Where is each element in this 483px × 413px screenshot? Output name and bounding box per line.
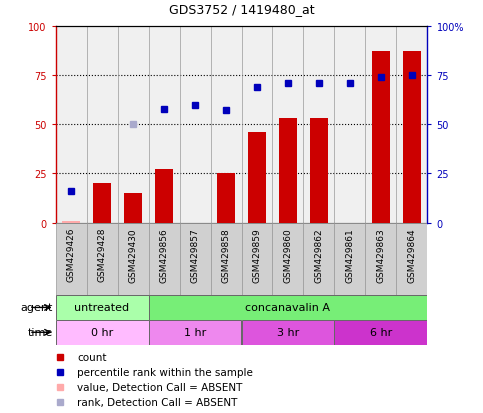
Text: 0 hr: 0 hr (91, 328, 113, 337)
Bar (124, 194, 142, 223)
Text: GSM429426: GSM429426 (67, 227, 75, 282)
Text: GSM429860: GSM429860 (284, 227, 293, 282)
Bar (211, 223, 242, 295)
Text: GSM429864: GSM429864 (408, 227, 416, 282)
Text: GSM429856: GSM429856 (159, 227, 169, 282)
Bar (93, 184, 112, 223)
Bar (62, 221, 80, 223)
Text: GSM429858: GSM429858 (222, 227, 230, 282)
Bar (149, 223, 180, 295)
Bar (334, 320, 427, 345)
Text: count: count (77, 352, 107, 362)
Bar (248, 133, 266, 223)
Text: GSM429861: GSM429861 (345, 227, 355, 282)
Bar (303, 223, 334, 295)
Text: concanavalin A: concanavalin A (245, 303, 330, 313)
Text: value, Detection Call = ABSENT: value, Detection Call = ABSENT (77, 382, 242, 392)
Bar (86, 223, 117, 295)
Bar (310, 119, 328, 223)
Bar (279, 119, 297, 223)
Bar (155, 170, 173, 223)
Bar (334, 223, 366, 295)
Text: untreated: untreated (74, 303, 129, 313)
Bar (242, 320, 334, 345)
Bar (242, 223, 272, 295)
Text: rank, Detection Call = ABSENT: rank, Detection Call = ABSENT (77, 397, 238, 407)
Text: GSM429428: GSM429428 (98, 227, 107, 282)
Text: GSM429862: GSM429862 (314, 227, 324, 282)
Text: 6 hr: 6 hr (370, 328, 392, 337)
Bar (149, 295, 427, 320)
Bar (403, 52, 421, 223)
Bar (149, 320, 242, 345)
Bar (180, 223, 211, 295)
Bar (56, 320, 149, 345)
Bar (397, 223, 427, 295)
Text: 1 hr: 1 hr (184, 328, 206, 337)
Bar (366, 223, 397, 295)
Text: percentile rank within the sample: percentile rank within the sample (77, 367, 253, 377)
Text: 3 hr: 3 hr (277, 328, 299, 337)
Text: GSM429859: GSM429859 (253, 227, 261, 282)
Bar (217, 174, 235, 223)
Bar (372, 52, 390, 223)
Text: GSM429857: GSM429857 (190, 227, 199, 282)
Text: time: time (28, 328, 53, 337)
Bar (56, 295, 149, 320)
Bar (117, 223, 149, 295)
Text: GSM429430: GSM429430 (128, 227, 138, 282)
Text: GSM429863: GSM429863 (376, 227, 385, 282)
Text: agent: agent (21, 303, 53, 313)
Bar (272, 223, 303, 295)
Text: GDS3752 / 1419480_at: GDS3752 / 1419480_at (169, 3, 314, 16)
Bar (56, 223, 86, 295)
